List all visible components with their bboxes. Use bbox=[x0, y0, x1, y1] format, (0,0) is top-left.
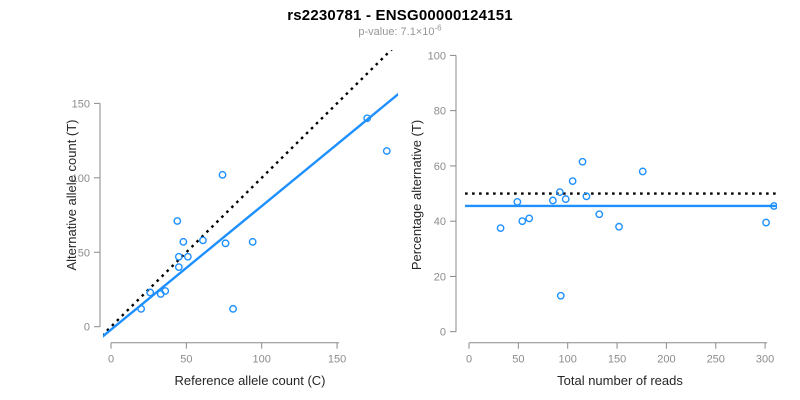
x-tick-label: 50 bbox=[512, 354, 524, 366]
data-point bbox=[525, 214, 534, 223]
x-tick-label: 0 bbox=[108, 354, 114, 366]
y-tick-label: 100 bbox=[72, 173, 90, 185]
y-tick-label: 50 bbox=[78, 247, 90, 259]
data-point bbox=[638, 167, 647, 176]
data-point bbox=[556, 291, 565, 300]
data-point bbox=[568, 177, 577, 186]
y-tick-label: 150 bbox=[72, 98, 90, 110]
data-point bbox=[561, 195, 570, 203]
y-tick-label: 60 bbox=[434, 161, 446, 173]
x-tick-label: 300 bbox=[756, 354, 774, 366]
y-tick-label: 0 bbox=[84, 322, 90, 334]
data-point bbox=[229, 304, 237, 313]
figure-subtitle: p-value: 7.1×10-6 bbox=[0, 23, 800, 38]
pvalue-exponent: -6 bbox=[434, 23, 442, 33]
x-tick-label: 100 bbox=[253, 354, 271, 366]
data-point bbox=[218, 170, 227, 179]
data-point bbox=[615, 222, 623, 231]
x-tick-label: 150 bbox=[608, 354, 626, 366]
plot-points bbox=[496, 157, 777, 300]
data-point bbox=[173, 217, 182, 225]
data-point bbox=[582, 192, 591, 201]
data-point bbox=[595, 210, 604, 219]
y-tick-label: 20 bbox=[434, 271, 446, 283]
x-tick-label: 200 bbox=[657, 354, 675, 366]
data-point bbox=[137, 304, 146, 313]
figure-title: rs2230781 - ENSG00000124151 bbox=[287, 7, 513, 24]
data-point bbox=[199, 236, 207, 245]
data-point bbox=[248, 237, 257, 246]
y-axis-title: Percentage alternative (T) bbox=[409, 120, 424, 270]
data-point bbox=[496, 224, 505, 232]
y-tick-label: 40 bbox=[434, 216, 446, 228]
data-point bbox=[518, 217, 527, 226]
data-point bbox=[578, 157, 587, 166]
data-point bbox=[382, 147, 391, 155]
plot-points bbox=[137, 114, 391, 313]
x-axis-title: Total number of reads bbox=[557, 373, 683, 388]
data-point bbox=[513, 197, 522, 206]
x-tick-label: 100 bbox=[559, 354, 577, 366]
reads-vs-percentage-scatter: 0 50 100 150 200 250 300 0 20 40 60 80 100 Total numb… bbox=[409, 50, 777, 388]
y-tick-label: 100 bbox=[428, 50, 446, 62]
x-tick-label: 250 bbox=[707, 354, 725, 366]
data-point bbox=[363, 114, 372, 123]
data-point bbox=[174, 263, 183, 272]
pvalue-label: p-value: 7.1×10 bbox=[358, 26, 435, 38]
data-point bbox=[179, 237, 188, 246]
data-point bbox=[183, 252, 192, 261]
data-point bbox=[548, 196, 557, 205]
data-point bbox=[762, 218, 770, 227]
fit-line bbox=[103, 92, 398, 338]
data-point bbox=[555, 188, 564, 197]
data-point bbox=[161, 287, 170, 295]
x-tick-label: 50 bbox=[180, 354, 192, 366]
data-point bbox=[770, 202, 777, 210]
data-point bbox=[221, 239, 230, 248]
data-point bbox=[146, 288, 155, 297]
y-tick-label: 80 bbox=[434, 106, 446, 118]
y-axis-title: Alternative allele count (T) bbox=[64, 119, 79, 270]
plot-lines bbox=[465, 192, 777, 208]
x-tick-label: 150 bbox=[328, 354, 346, 366]
data-point bbox=[174, 252, 183, 261]
x-tick-label: 0 bbox=[466, 354, 472, 366]
plot-lines bbox=[103, 50, 398, 338]
x-axis-title: Reference allele count (C) bbox=[174, 373, 325, 388]
y-tick-label: 0 bbox=[440, 327, 446, 339]
